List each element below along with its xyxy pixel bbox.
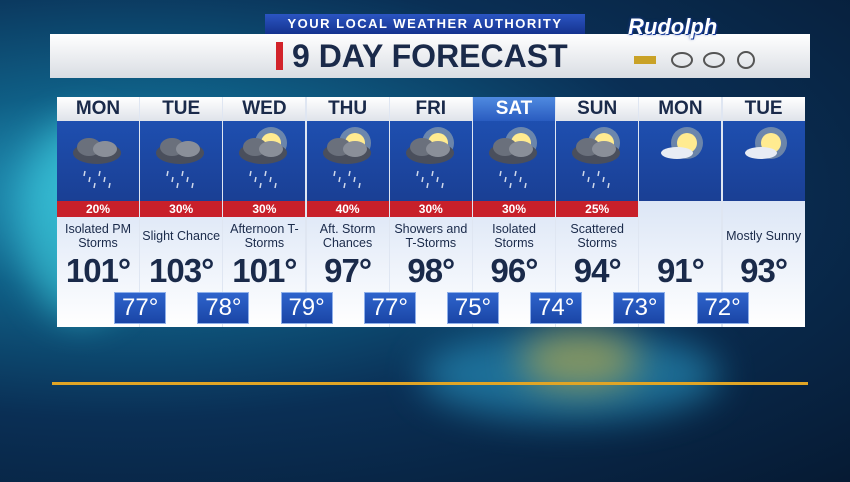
- day-column: TUE 30% Slight Chance 103°: [140, 97, 223, 327]
- low-temp: 73°: [613, 292, 666, 324]
- icon-box: [57, 121, 139, 201]
- divider: [52, 382, 808, 385]
- forecast-panel: MON 20% Isolated PM Storms 101° TUE 30% Slight…: [57, 97, 805, 327]
- day-column: FRI 30% Showers and T-Storms 98°: [389, 97, 472, 327]
- precip-chance: 30%: [389, 201, 472, 217]
- day-name: FRI: [389, 97, 472, 121]
- day-name: SUN: [556, 97, 639, 121]
- icon-box: [223, 121, 306, 201]
- high-temp: 96°: [490, 252, 539, 289]
- weather-icon: [744, 127, 787, 159]
- forecast-description: Afternoon T-Storms: [230, 222, 299, 250]
- weather-icon: [661, 127, 704, 159]
- forecast-description: Isolated PM Storms: [64, 222, 131, 250]
- forecast-description: Isolated Storms: [492, 222, 536, 250]
- header-title: 9 DAY FORECAST: [292, 38, 568, 74]
- forecast-description: Scattered Storms: [570, 222, 624, 250]
- icon-box: [556, 121, 639, 201]
- day-name: MON: [57, 97, 139, 121]
- low-temp: 79°: [280, 292, 333, 324]
- low-temp: 77°: [114, 292, 167, 324]
- day-column: MON 91°: [639, 97, 722, 327]
- weather-icon: [489, 127, 537, 189]
- day-column: SUN 25% Scattered Storms 94°: [556, 97, 639, 327]
- precip-chance: 20%: [57, 201, 139, 217]
- day-column: MON 20% Isolated PM Storms 101°: [57, 97, 139, 327]
- precip-chance: 40%: [306, 201, 389, 217]
- icon-box: [140, 121, 223, 201]
- day-name: TUE: [722, 97, 805, 121]
- icon-box: [306, 121, 389, 201]
- weather-icon: [239, 127, 288, 189]
- forecast-description: Aft. Storm Chances: [319, 222, 376, 250]
- icon-box: [473, 121, 555, 201]
- low-temp: 74°: [530, 292, 583, 324]
- day-column: SAT 30% Isolated Storms 96°: [473, 97, 555, 327]
- forecast-description: Showers and T-Storms: [394, 222, 468, 250]
- sponsor-logos: [634, 51, 755, 69]
- day-column: WED 30% Afternoon T-Storms 101°: [223, 97, 306, 327]
- sponsor: Rudolph: [628, 14, 718, 39]
- weather-icon: [73, 138, 121, 189]
- precip-chance: 30%: [223, 201, 306, 217]
- day-column: THU 40% Aft. Storm Chances 97°: [306, 97, 389, 327]
- precip-chance: 30%: [140, 201, 223, 217]
- low-temp: 75°: [447, 292, 499, 324]
- low-temp: 78°: [197, 292, 250, 324]
- day-name: SAT: [473, 97, 555, 121]
- icon-box: [722, 121, 805, 201]
- low-temp: 72°: [696, 292, 749, 324]
- high-temp: 103°: [149, 252, 214, 289]
- high-temp: 101°: [232, 252, 297, 289]
- header-accent: [276, 42, 283, 70]
- icon-box: [639, 121, 722, 201]
- weather-icon: [322, 127, 371, 189]
- high-temp: 91°: [656, 252, 705, 289]
- forecast-description: Slight Chance: [142, 229, 221, 243]
- header-bar: [50, 34, 810, 78]
- high-temp: 94°: [573, 252, 622, 289]
- forecast-description: Mostly Sunny: [726, 229, 802, 243]
- icon-box: [389, 121, 472, 201]
- weather-icon: [405, 127, 454, 189]
- day-name: TUE: [140, 97, 223, 121]
- high-temp: 93°: [740, 252, 788, 289]
- precip-chance: 30%: [473, 201, 555, 217]
- high-temp: 97°: [324, 252, 372, 289]
- bokeh: [520, 330, 640, 390]
- high-temp: 98°: [407, 252, 455, 289]
- weather-icon: [156, 138, 205, 189]
- high-temp: 101°: [65, 252, 131, 289]
- day-column: TUE Mostly Sunny 93°: [722, 97, 805, 327]
- day-name: MON: [639, 97, 722, 121]
- weather-icon: [572, 127, 621, 189]
- day-name: THU: [306, 97, 389, 121]
- day-name: WED: [223, 97, 306, 121]
- low-temp: 77°: [363, 292, 416, 324]
- header-subtitle: YOUR LOCAL WEATHER AUTHORITY: [265, 14, 585, 34]
- precip-chance: 25%: [556, 201, 639, 217]
